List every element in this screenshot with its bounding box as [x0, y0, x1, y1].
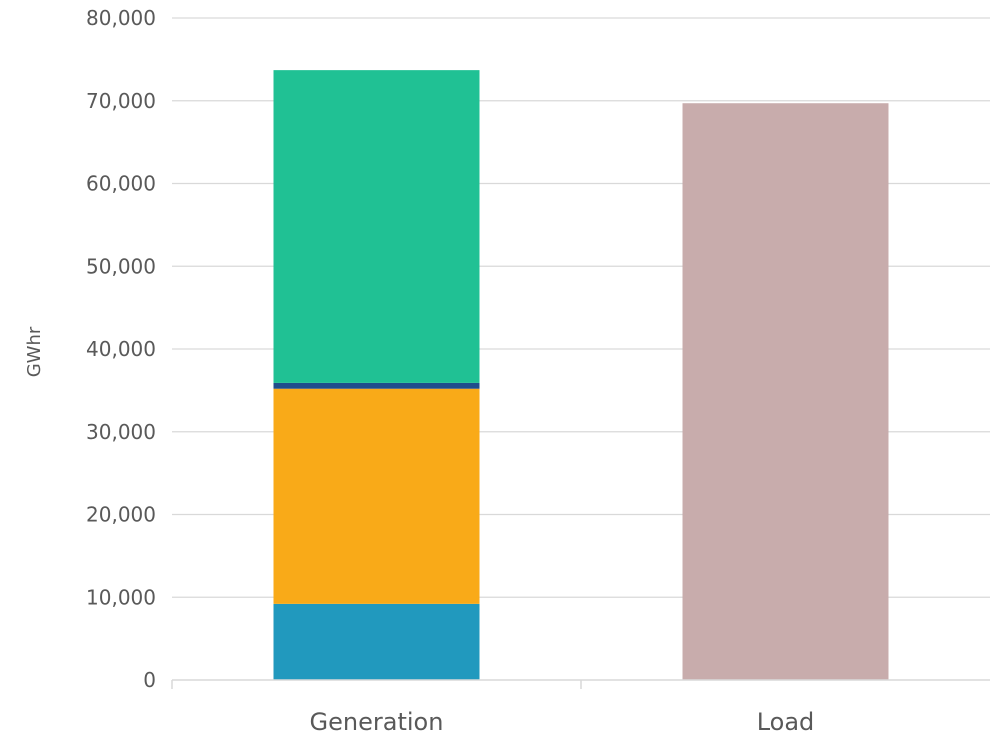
- bar-segment-load-4: [682, 103, 889, 681]
- y-axis-ticks: 0 10,000 20,000 30,000 40,000 50,000 60,000 70,…: [86, 6, 156, 692]
- y-tick-label: 20,000: [86, 503, 156, 527]
- bars: [273, 70, 889, 681]
- y-tick-label: 80,000: [86, 6, 156, 30]
- y-axis-title: GWhr: [24, 326, 45, 377]
- x-axis-categories: Generation Load: [310, 708, 815, 734]
- y-tick-label: 0: [143, 668, 156, 692]
- y-tick-label: 70,000: [86, 89, 156, 113]
- x-tick-label: Generation: [310, 708, 444, 734]
- bar-segment-generation-0: [273, 603, 480, 680]
- y-tick-label: 10,000: [86, 585, 156, 609]
- y-tick-label: 60,000: [86, 172, 156, 196]
- bar-segment-generation-3: [273, 70, 480, 383]
- y-tick-label: 30,000: [86, 420, 156, 444]
- bar-segment-generation-2: [273, 382, 480, 389]
- y-tick-label: 50,000: [86, 254, 156, 278]
- x-axis: [171, 679, 990, 689]
- y-tick-label: 40,000: [86, 337, 156, 361]
- bar-segment-generation-1: [273, 388, 480, 604]
- x-tick-label: Load: [757, 708, 815, 734]
